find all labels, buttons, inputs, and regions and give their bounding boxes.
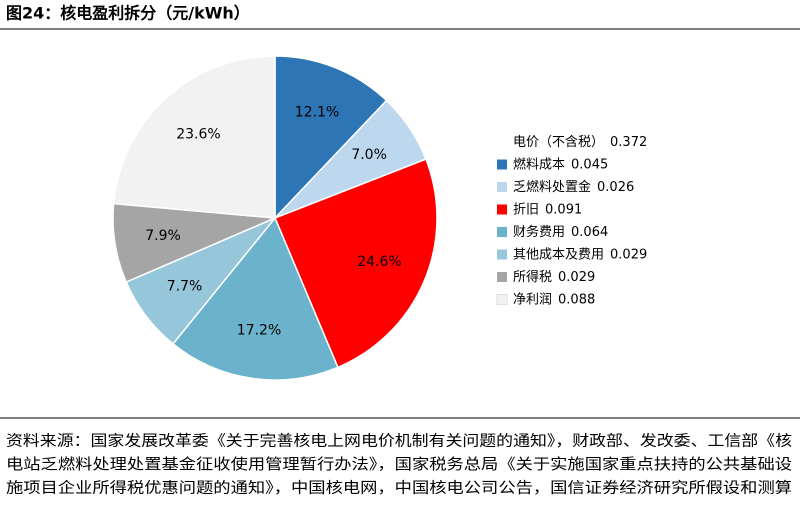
legend-label: 所得税 bbox=[513, 269, 552, 285]
legend-entry: 财务费用 0.064 bbox=[513, 224, 608, 240]
legend-label: 燃料成本 bbox=[513, 156, 565, 172]
legend-amount: 0.045 bbox=[571, 157, 608, 172]
legend-entry: 其他成本及费用 0.029 bbox=[513, 247, 647, 262]
legend-swatch bbox=[497, 272, 507, 282]
legend-swatch bbox=[497, 227, 507, 237]
legend-label: 其他成本及费用 bbox=[513, 247, 604, 262]
slice-label: 7.9% bbox=[145, 228, 181, 244]
legend-entry: 乏燃料处置金 0.026 bbox=[513, 179, 634, 195]
slice-label: 23.6% bbox=[176, 126, 220, 142]
legend-swatch bbox=[497, 204, 507, 215]
legend-swatch bbox=[496, 294, 508, 305]
slice-label: 24.6% bbox=[357, 254, 401, 270]
legend-label: 净利润 bbox=[513, 292, 552, 307]
source-line: 资料来源：国家发展改革委《关于完善核电上网电价机制有关问题的通知》，财政部、发改… bbox=[6, 432, 792, 450]
legend-header-value: 0.372 bbox=[610, 135, 647, 150]
pie-slice bbox=[274, 55, 388, 220]
legend-entry: 净利润 0.088 bbox=[513, 292, 595, 307]
legend-amount: 0.088 bbox=[558, 292, 595, 307]
legend-label: 乏燃料处置金 bbox=[513, 179, 591, 195]
chart-title: 图24：核电盈利拆分（元/kWh） bbox=[6, 4, 250, 23]
legend-swatch bbox=[497, 249, 507, 260]
slice-label: 17.2% bbox=[237, 322, 281, 338]
legend-amount: 0.091 bbox=[545, 202, 582, 217]
source-line: 电站乏燃料处理处置基金征收使用管理暂行办法》，国家税务总局《关于实施国家重点扶持… bbox=[6, 455, 792, 473]
legend-header: 电价（不含税） 0.372 bbox=[513, 134, 647, 150]
legend-swatch bbox=[497, 159, 507, 170]
legend-amount: 0.029 bbox=[558, 270, 595, 285]
legend-swatch bbox=[497, 182, 507, 192]
pie-slice bbox=[171, 216, 339, 381]
pie-slice bbox=[274, 158, 438, 369]
legend-label: 折旧 bbox=[513, 202, 539, 217]
slice-label: 7.0% bbox=[351, 147, 387, 163]
legend-header-label: 电价（不含税） bbox=[513, 134, 604, 150]
legend-amount: 0.064 bbox=[571, 225, 608, 240]
slice-label: 7.7% bbox=[167, 278, 203, 294]
slice-label: 12.1% bbox=[295, 105, 339, 121]
legend-label: 财务费用 bbox=[513, 224, 565, 240]
legend-amount: 0.026 bbox=[597, 180, 634, 195]
legend-entry: 折旧 0.091 bbox=[513, 202, 582, 217]
legend-amount: 0.029 bbox=[610, 247, 647, 262]
source-line: 施项目企业所得税优惠问题的通知》，中国核电网，中国核电公司公告，国信证券经济研究… bbox=[6, 479, 792, 497]
pie-slice bbox=[112, 55, 276, 219]
legend-entry: 所得税 0.029 bbox=[513, 269, 595, 285]
legend-entry: 燃料成本 0.045 bbox=[513, 156, 608, 172]
